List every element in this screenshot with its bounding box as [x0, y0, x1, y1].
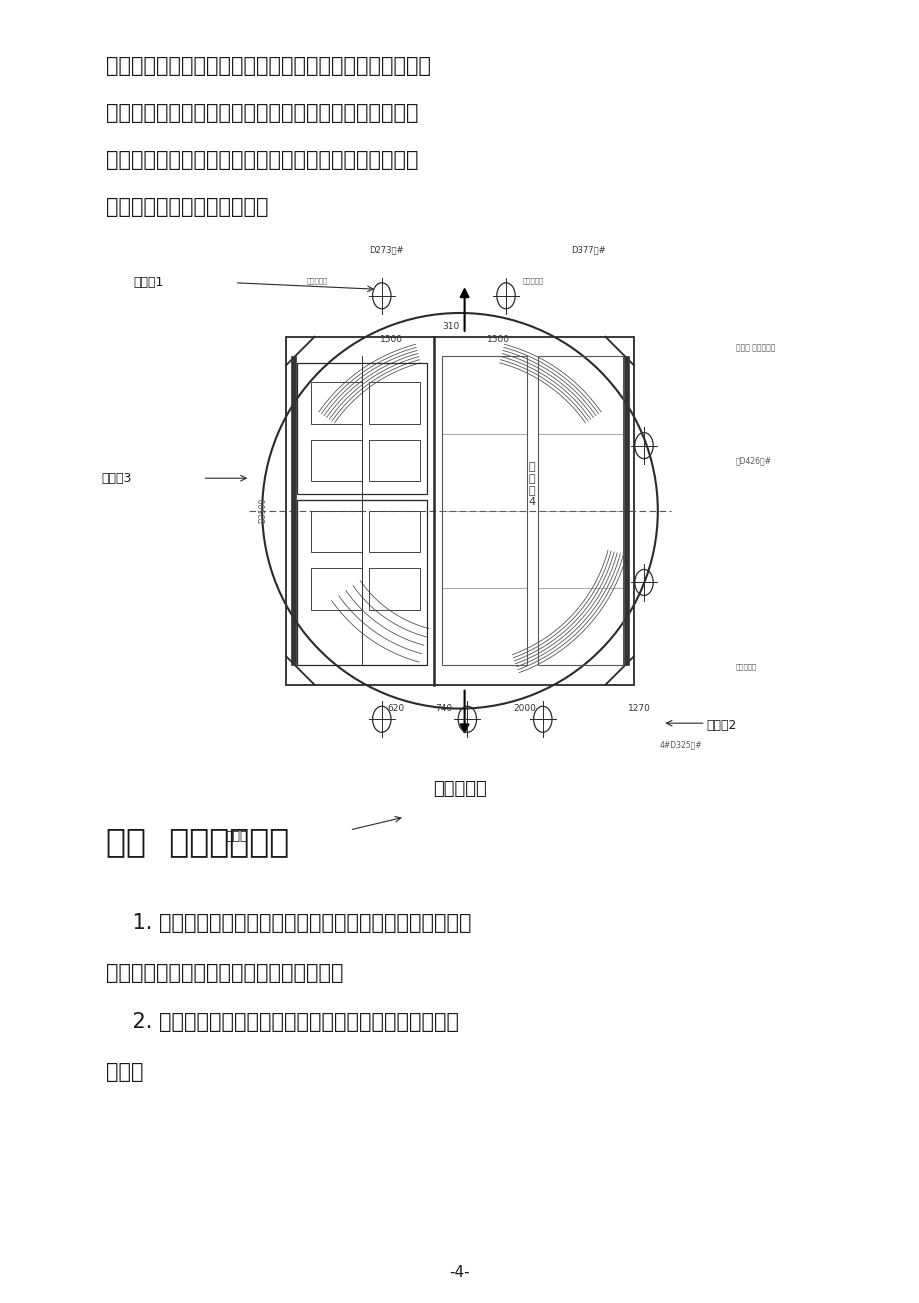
Text: 310: 310 [442, 322, 459, 331]
Text: -4-: -4- [449, 1264, 470, 1280]
Bar [369, 568, 420, 610]
Bar [441, 356, 527, 666]
Bar [311, 439, 361, 481]
Text: 消弧钢缆缆: 消弧钢缆缆 [522, 278, 544, 284]
Bar [369, 382, 420, 423]
Text: 2. 根据施工图和现场具体情况组织编制井筒装备安装施工: 2. 根据施工图和现场具体情况组织编制井筒装备安装施工 [106, 1012, 459, 1032]
Bar [297, 362, 426, 494]
Text: 罐D426钻#: 罐D426钻# [735, 457, 771, 465]
Bar [369, 511, 420, 552]
Bar [538, 356, 622, 666]
Text: 梯子间: 梯子间 [225, 830, 247, 843]
Bar [369, 439, 420, 481]
Text: 措施；: 措施； [106, 1062, 143, 1081]
Text: 740: 740 [435, 704, 451, 713]
Text: D377钻#: D377钻# [571, 245, 606, 254]
Text: 操车系统、平台等装备。井筒内装备采用树脂锚杆托架或: 操车系统、平台等装备。井筒内装备采用树脂锚杆托架或 [106, 150, 418, 169]
Text: 罐道梁3: 罐道梁3 [101, 472, 131, 485]
Bar [311, 382, 361, 423]
Text: D273钻#: D273钻# [369, 245, 403, 254]
Text: 认真学习有关施工标准、规范、安全规程；: 认真学习有关施工标准、规范、安全规程； [106, 963, 343, 982]
Text: 1500: 1500 [487, 335, 510, 344]
Text: 1270: 1270 [628, 704, 650, 713]
Text: 2000: 2000 [513, 704, 535, 713]
Bar [311, 568, 361, 610]
Text: 1. 组织有关人员进行图纸会审、技术交底等技术准备工作，: 1. 组织有关人员进行图纸会审、技术交底等技术准备工作， [106, 913, 471, 933]
Text: 预留梁窝形式固定于井壁上。: 预留梁窝形式固定于井壁上。 [106, 197, 268, 216]
Text: 罐道梁1: 罐道梁1 [133, 276, 164, 289]
Text: 消弧钢缆缆: 消弧钢缆缆 [735, 663, 756, 671]
Text: D3500: D3500 [258, 498, 267, 524]
Text: 1500: 1500 [380, 335, 403, 344]
Text: 620: 620 [387, 704, 403, 713]
Bar [623, 356, 629, 666]
Text: 防护钢 三相钢缆缆: 防护钢 三相钢缆缆 [735, 344, 775, 352]
Bar [290, 356, 296, 666]
Text: 罐道梁2: 罐道梁2 [706, 719, 736, 732]
Text: 井底非标罐道梁及罐道、金属支持结构、过卷缓冲装置、: 井底非标罐道梁及罐道、金属支持结构、过卷缓冲装置、 [106, 103, 418, 122]
Text: 活动平台、操车系统等装备，井底设置防撞梁、尾绳挡梁、: 活动平台、操车系统等装备，井底设置防撞梁、尾绳挡梁、 [106, 56, 430, 76]
Text: 消弧钢缆缆: 消弧钢缆缆 [306, 278, 328, 284]
Text: 罐
道
梁
4: 罐 道 梁 4 [528, 463, 535, 507]
Text: 4#D325钻#: 4#D325钻# [659, 740, 701, 749]
Bar [311, 511, 361, 552]
Bar [297, 500, 426, 666]
Text: 二．  施工准备工作: 二． 施工准备工作 [106, 825, 289, 857]
Text: 井筒平面图: 井筒平面图 [433, 780, 486, 799]
Bar [286, 336, 633, 685]
